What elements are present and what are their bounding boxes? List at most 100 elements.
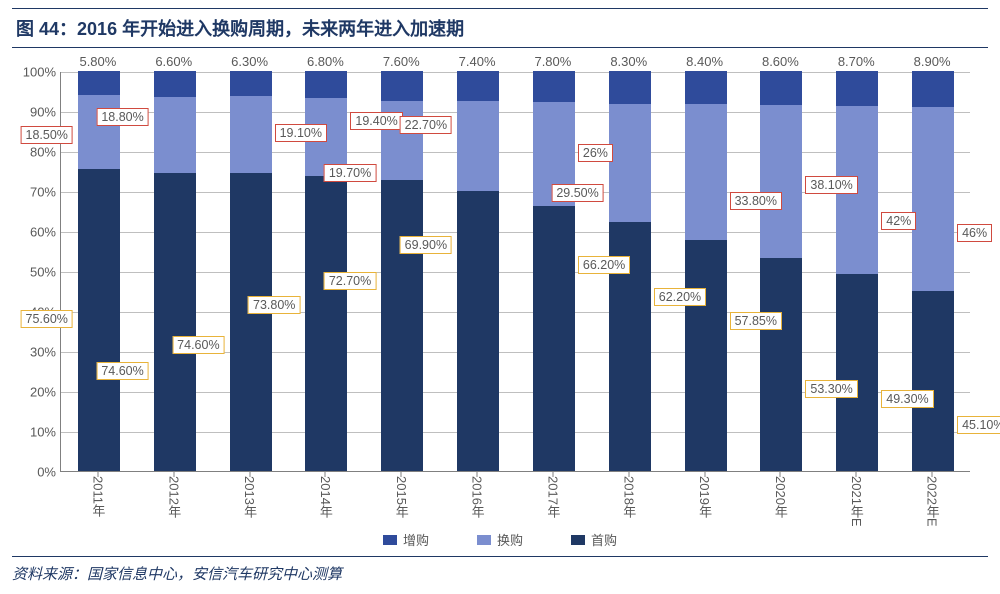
bar-top-label: 8.60% <box>762 54 799 69</box>
bar-segment-换购 <box>912 107 954 291</box>
bar-segment-首购 <box>230 173 272 471</box>
bar <box>912 71 954 471</box>
x-axis-label: 2016年 <box>468 476 487 518</box>
y-axis-label: 30% <box>12 345 56 360</box>
gridline <box>61 272 970 273</box>
data-callout: 75.60% <box>21 310 73 328</box>
legend-label: 换购 <box>497 530 523 549</box>
bar-segment-增购 <box>381 71 423 101</box>
gridline <box>61 152 970 153</box>
y-axis-label: 50% <box>12 265 56 280</box>
bar-top-label: 7.60% <box>383 54 420 69</box>
data-callout: 72.70% <box>324 272 376 290</box>
bar-segment-换购 <box>760 105 802 257</box>
bar <box>836 71 878 471</box>
source-footer: 资料来源：国家信息中心，安信汽车研究中心测算 <box>12 556 988 584</box>
bar <box>230 71 272 471</box>
data-callout: 38.10% <box>805 176 857 194</box>
bar <box>457 71 499 471</box>
data-callout: 66.20% <box>578 256 630 274</box>
data-callout: 19.70% <box>324 164 376 182</box>
bar-top-label: 8.30% <box>610 54 647 69</box>
data-callout: 46% <box>957 224 992 242</box>
bar <box>760 71 802 471</box>
data-callout: 42% <box>881 212 916 230</box>
bar-top-label: 7.80% <box>534 54 571 69</box>
bar-segment-换购 <box>685 104 727 239</box>
bar-top-label: 8.90% <box>914 54 951 69</box>
bar-segment-首购 <box>912 291 954 471</box>
data-callout: 33.80% <box>730 192 782 210</box>
bar-segment-首购 <box>760 258 802 471</box>
data-callout: 18.80% <box>96 108 148 126</box>
legend-label: 首购 <box>591 530 617 549</box>
data-callout: 53.30% <box>805 380 857 398</box>
data-callout: 45.10% <box>957 416 1000 434</box>
bar-segment-首购 <box>685 240 727 471</box>
data-callout: 73.80% <box>248 296 300 314</box>
bar-segment-增购 <box>609 71 651 104</box>
bar-top-label: 7.40% <box>459 54 496 69</box>
x-axis-label: 2014年 <box>316 476 335 518</box>
x-axis-label: 2021年E <box>847 476 866 527</box>
x-axis-label: 2018年 <box>619 476 638 518</box>
y-axis-label: 80% <box>12 145 56 160</box>
y-axis-label: 70% <box>12 185 56 200</box>
bar-segment-换购 <box>78 95 120 169</box>
y-axis-label: 20% <box>12 385 56 400</box>
data-callout: 18.50% <box>21 126 73 144</box>
bar-segment-换购 <box>230 96 272 172</box>
x-axis-label: 2022年E <box>923 476 942 527</box>
bar-segment-首购 <box>533 206 575 471</box>
data-callout: 49.30% <box>881 390 933 408</box>
bar <box>685 71 727 471</box>
bar-segment-增购 <box>836 71 878 106</box>
data-callout: 62.20% <box>654 288 706 306</box>
bar-segment-增购 <box>457 71 499 101</box>
data-callout: 26% <box>578 144 613 162</box>
x-axis-label: 2017年 <box>543 476 562 518</box>
data-callout: 29.50% <box>551 184 603 202</box>
bar-top-label: 5.80% <box>79 54 116 69</box>
x-axis-label: 2020年 <box>771 476 790 518</box>
bar-segment-增购 <box>685 71 727 105</box>
data-callout: 22.70% <box>400 116 452 134</box>
figure-caption: 2016 年开始进入换购周期，未来两年进入加速期 <box>77 19 464 39</box>
bar-segment-首购 <box>305 176 347 471</box>
gridline <box>61 112 970 113</box>
gridline <box>61 72 970 73</box>
bar-top-label: 8.70% <box>838 54 875 69</box>
legend-swatch <box>571 535 585 545</box>
bar-segment-增购 <box>760 71 802 105</box>
y-axis-label: 100% <box>12 65 56 80</box>
x-axis-label: 2015年 <box>392 476 411 518</box>
legend-item: 增购 <box>383 530 429 549</box>
legend-swatch <box>383 535 397 545</box>
bar-segment-首购 <box>154 173 196 471</box>
bar-segment-首购 <box>836 274 878 471</box>
y-axis-label: 10% <box>12 425 56 440</box>
bar-segment-增购 <box>154 71 196 97</box>
gridline <box>61 232 970 233</box>
figure-title-row: 图 44：2016 年开始进入换购周期，未来两年进入加速期 <box>12 8 988 48</box>
data-callout: 69.90% <box>400 236 452 254</box>
bar-segment-首购 <box>78 169 120 471</box>
gridline <box>61 432 970 433</box>
x-axis-label: 2013年 <box>240 476 259 518</box>
x-axis-label: 2011年 <box>88 476 107 517</box>
bar-segment-首购 <box>457 191 499 471</box>
y-axis-label: 90% <box>12 105 56 120</box>
bar-top-label: 6.30% <box>231 54 268 69</box>
bar <box>78 71 120 471</box>
legend-swatch <box>477 535 491 545</box>
bar-segment-增购 <box>230 71 272 96</box>
x-axis-label: 2019年 <box>695 476 714 518</box>
bar-segment-换购 <box>154 97 196 172</box>
data-callout: 57.85% <box>730 312 782 330</box>
bar-top-label: 6.60% <box>155 54 192 69</box>
bar-segment-增购 <box>305 71 347 98</box>
figure-number: 图 44： <box>16 19 77 39</box>
bar-segment-增购 <box>912 71 954 107</box>
bar-segment-首购 <box>381 180 423 471</box>
data-callout: 74.60% <box>96 362 148 380</box>
